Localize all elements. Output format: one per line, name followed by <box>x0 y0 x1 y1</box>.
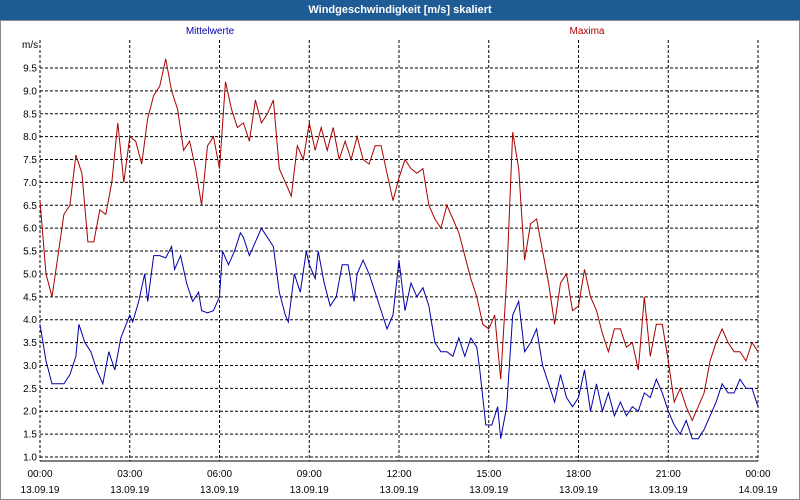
y-tick-label: 6.0 <box>23 224 37 235</box>
x-tick-date: 13.09.19 <box>559 485 598 496</box>
y-axis-label: m/s <box>22 40 38 51</box>
y-tick-label: 2.0 <box>23 407 37 418</box>
x-tick-date: 13.09.19 <box>380 485 419 496</box>
x-tick-time: 09:00 <box>297 469 322 480</box>
y-tick-label: 7.0 <box>23 178 37 189</box>
x-tick-time: 21:00 <box>656 469 681 480</box>
y-tick-label: 9.0 <box>23 86 37 97</box>
y-tick-label: 4.0 <box>23 315 37 326</box>
legend-maxima[interactable]: Maxima <box>569 26 604 37</box>
x-tick-date: 13.09.19 <box>649 485 688 496</box>
chart-border <box>0 20 800 500</box>
x-tick-date: 13.09.19 <box>290 485 329 496</box>
legend-mittelwerte[interactable]: Mittelwerte <box>186 26 235 37</box>
y-tick-labels: 1.0 1.5 2.0 2.5 3.0 3.5 4.0 4.5 5.0 5.5 6.0 6.5 7.0 7… <box>23 64 37 464</box>
x-tick-time: 18:00 <box>566 469 591 480</box>
x-tick-time: 00:00 <box>745 469 770 480</box>
y-tick-label: 3.0 <box>23 361 37 372</box>
x-tick-time: 03:00 <box>117 469 142 480</box>
y-tick-label: 6.5 <box>23 201 37 212</box>
y-tick-label: 8.0 <box>23 132 37 143</box>
x-tick-time: 12:00 <box>386 469 411 480</box>
grid <box>39 40 759 461</box>
x-tick-date: 13.09.19 <box>469 485 508 496</box>
y-tick-label: 7.5 <box>23 155 37 166</box>
y-tick-label: 1.5 <box>23 430 37 441</box>
y-tick-label: 5.5 <box>23 247 37 258</box>
chart-canvas: 1.0 1.5 2.0 2.5 3.0 3.5 4.0 4.5 5.0 5.5 6.0 6.5 7.0 7… <box>0 20 800 500</box>
x-tick-labels: 00:00 13.09.19 03:00 13.09.19 06:00 13.09.19 0… <box>21 469 778 496</box>
x-tick-time: 00:00 <box>27 469 52 480</box>
series-line-mittelwerte <box>39 227 759 440</box>
y-tick-label: 4.5 <box>23 292 37 303</box>
y-tick-label: 8.5 <box>23 109 37 120</box>
x-tick-time: 06:00 <box>207 469 232 480</box>
x-tick-date: 14.09.19 <box>739 485 778 496</box>
x-tick-date: 13.09.19 <box>21 485 60 496</box>
y-tick-label: 5.0 <box>23 269 37 280</box>
y-tick-label: 2.5 <box>23 384 37 395</box>
x-tick-date: 13.09.19 <box>200 485 239 496</box>
chart-title: Windgeschwindigkeit [m/s] skaliert <box>0 0 800 20</box>
y-tick-label: 3.5 <box>23 338 37 349</box>
series-lines <box>39 58 759 440</box>
y-tick-label: 1.0 <box>23 453 37 464</box>
series-line-maxima <box>39 58 759 422</box>
x-tick-date: 13.09.19 <box>110 485 149 496</box>
y-tick-label: 9.5 <box>23 64 37 75</box>
x-tick-time: 15:00 <box>476 469 501 480</box>
